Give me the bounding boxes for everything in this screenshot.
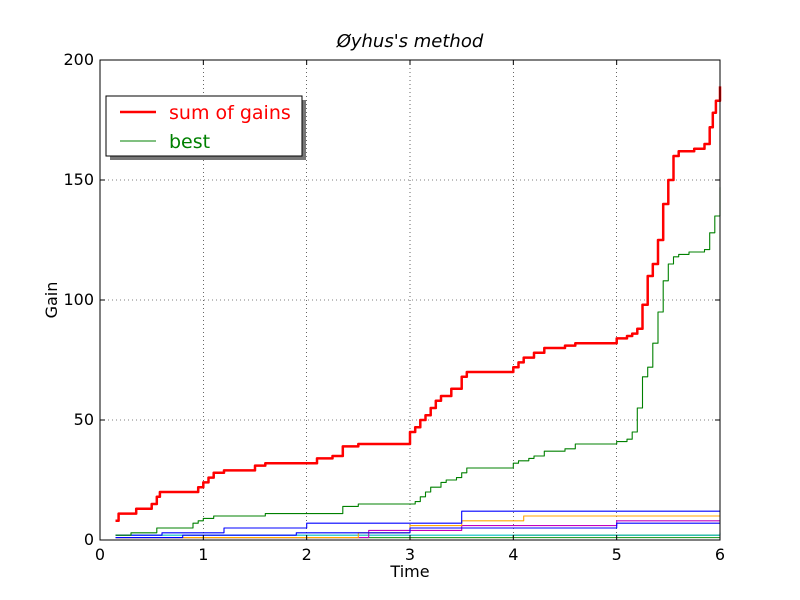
series-line-3 [115,522,720,539]
ticks: 0 1 2 3 4 5 6 0 50 100 150 200 [63,50,725,564]
y-tick-label: 150 [63,170,94,189]
y-tick-label: 200 [63,50,94,69]
series-line-2 [115,510,720,536]
y-axis-label: Gain [42,282,61,319]
y-tick-label: 0 [84,530,94,549]
x-tick-label: 5 [612,545,622,564]
x-tick-label: 2 [302,545,312,564]
series-line-0 [115,86,722,523]
x-tick-label: 0 [95,545,105,564]
legend-label: sum of gains [169,102,291,124]
x-tick-label: 3 [405,545,415,564]
y-tick-label: 50 [74,410,94,429]
x-axis-label: Time [389,562,429,581]
x-tick-label: 6 [715,545,725,564]
chart-title: Øyhus's method [336,31,484,52]
series-line-4 [115,515,720,539]
legend-label: best [169,131,210,153]
x-tick-label: 1 [198,545,208,564]
legend: sum of gains best [105,95,306,160]
legend-box [105,95,303,157]
x-tick-label: 4 [508,545,518,564]
series-line-1 [115,187,721,536]
y-tick-label: 100 [63,290,94,309]
